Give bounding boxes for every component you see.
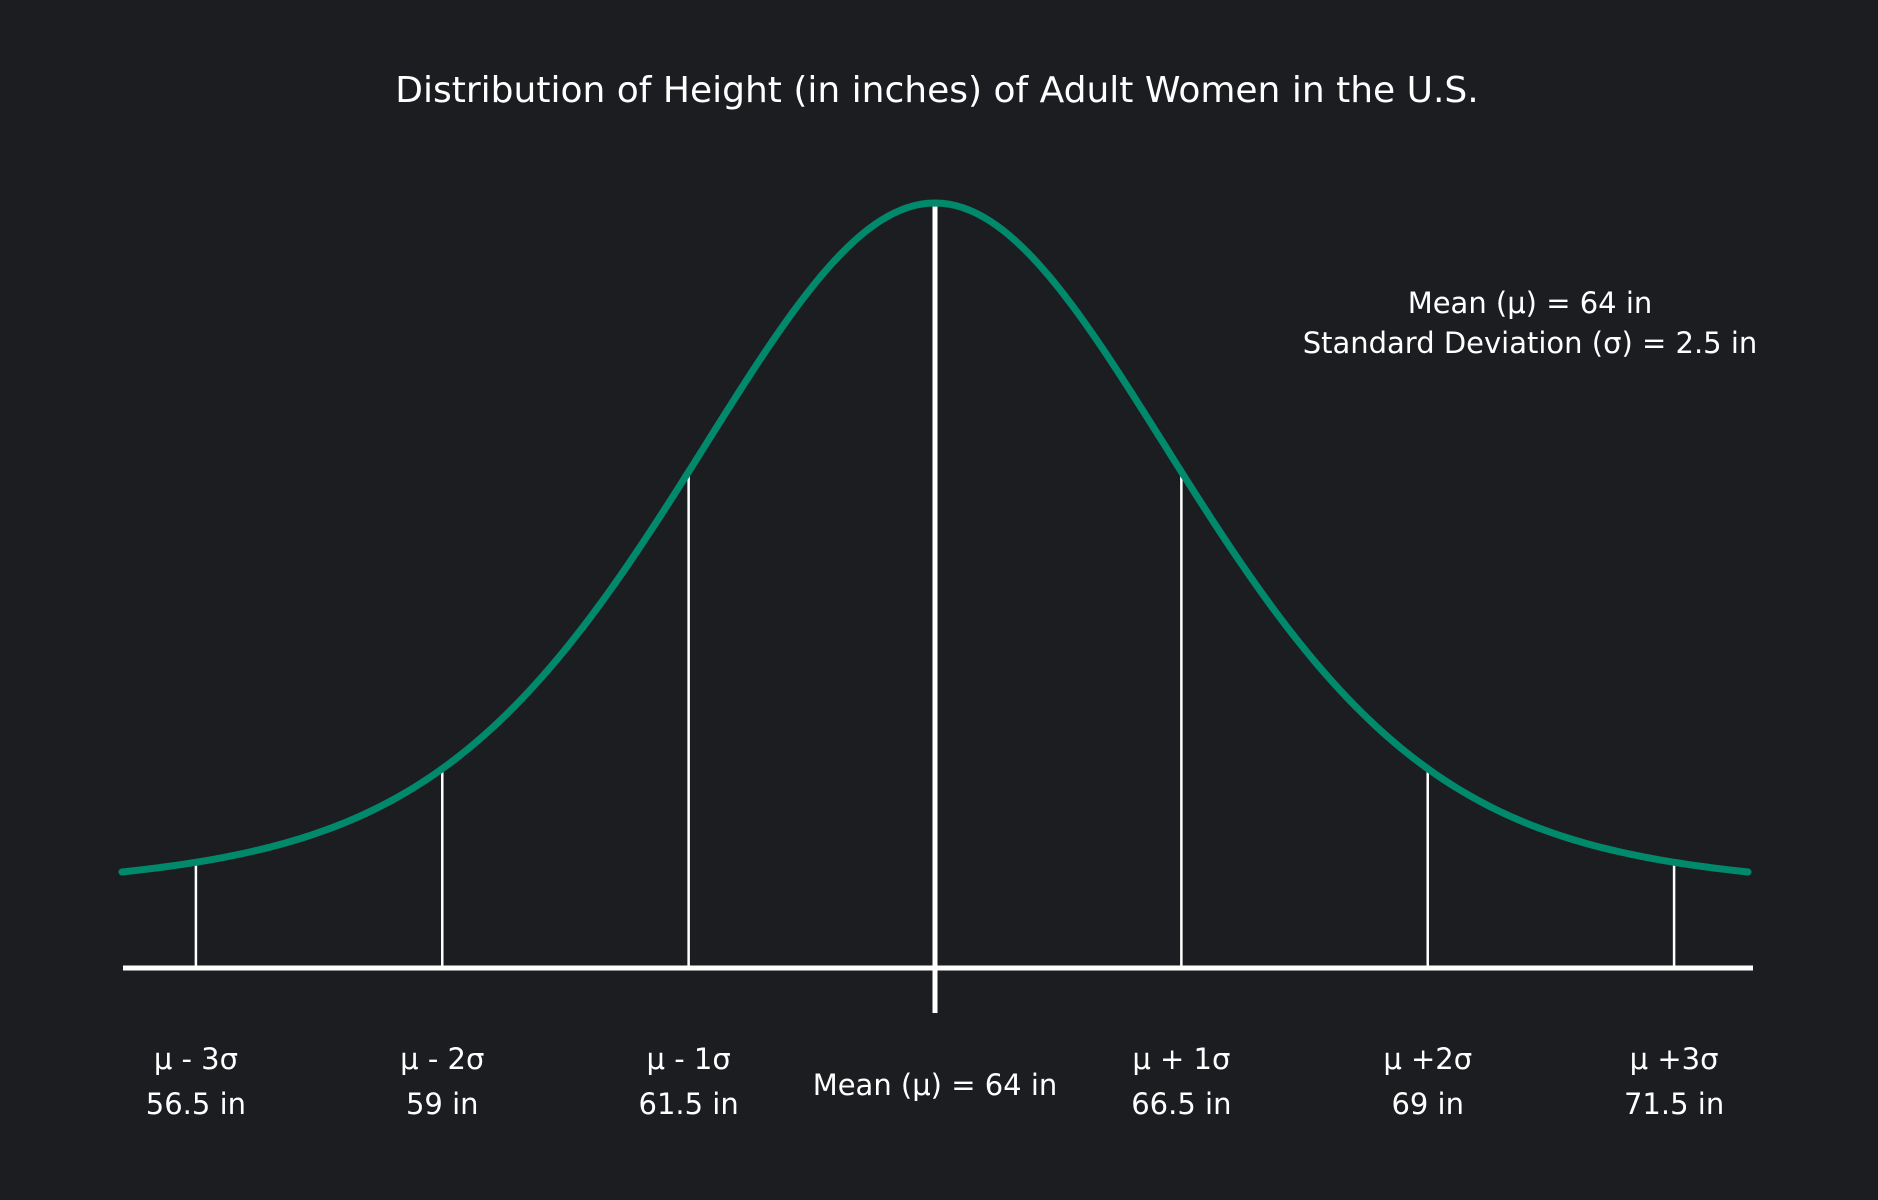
tick-symbol-label-6: μ +3σ xyxy=(1630,1042,1719,1076)
bell-curve xyxy=(118,199,1752,876)
stats-sd-text: Standard Deviation (σ) = 2.5 in xyxy=(1303,326,1758,360)
tick-symbol-label-2: μ - 2σ xyxy=(400,1042,484,1076)
mean-axis-label: Mean (μ) = 64 in xyxy=(813,1068,1058,1102)
chart-title: Distribution of Height (in inches) of Ad… xyxy=(395,70,1478,111)
tick-value-label-3: 61.5 in xyxy=(639,1087,739,1121)
tick-symbol-label-3: μ - 1σ xyxy=(647,1042,731,1076)
tick-symbol-label-5: μ +2σ xyxy=(1383,1042,1472,1076)
tick-value-label-2: 59 in xyxy=(406,1087,479,1121)
tick-symbol-label-4: μ + 1σ xyxy=(1132,1042,1230,1076)
tick-value-label-4: 66.5 in xyxy=(1131,1087,1231,1121)
tick-value-label-5: 69 in xyxy=(1391,1087,1464,1121)
tick-value-label-6: 71.5 in xyxy=(1624,1087,1724,1121)
tick-symbol-label-1: μ - 3σ xyxy=(154,1042,238,1076)
chart-marks: μ - 3σ 56.5 in μ - 2σ 59 in μ - 1σ 61.5 in μ +… xyxy=(118,199,1753,1121)
tick-value-label-1: 56.5 in xyxy=(146,1087,246,1121)
stats-mean-text: Mean (μ) = 64 in xyxy=(1408,286,1653,320)
